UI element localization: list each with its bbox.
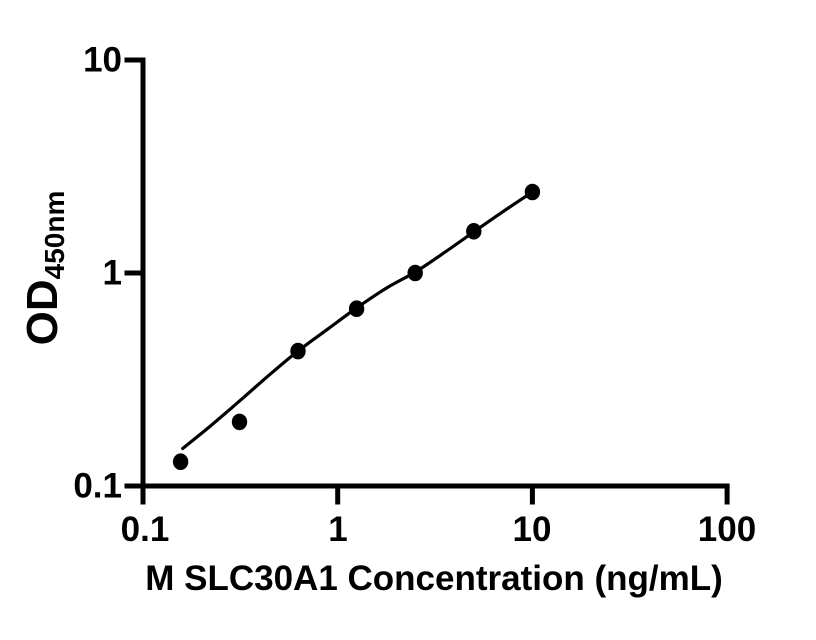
y-tick-label-1: 1 <box>102 253 122 293</box>
x-tick-label-100: 100 <box>697 510 757 549</box>
y-tick-label-0.1: 0.1 <box>73 466 122 506</box>
data-point-x0.156 <box>172 453 189 471</box>
data-point-x1.25 <box>348 300 365 318</box>
x-tick-label-0.1: 0.1 <box>120 510 170 549</box>
x-axis-title: M SLC30A1 Concentration (ng/mL) <box>145 559 723 598</box>
x-tick-label-1: 1 <box>328 510 348 549</box>
data-point-x2.5 <box>407 264 423 282</box>
y-axis-title-main: OD <box>18 279 67 346</box>
y-tick-label-10: 10 <box>83 40 122 80</box>
data-point-x10 <box>524 183 541 201</box>
data-point-x0.625 <box>290 342 306 360</box>
data-point-x5 <box>466 223 482 240</box>
y-axis-title: OD450nm <box>18 190 70 346</box>
data-point-x0.313 <box>231 413 248 431</box>
y-axis-title-subscript: 450nm <box>39 190 70 280</box>
x-tick-label-10: 10 <box>512 510 552 549</box>
